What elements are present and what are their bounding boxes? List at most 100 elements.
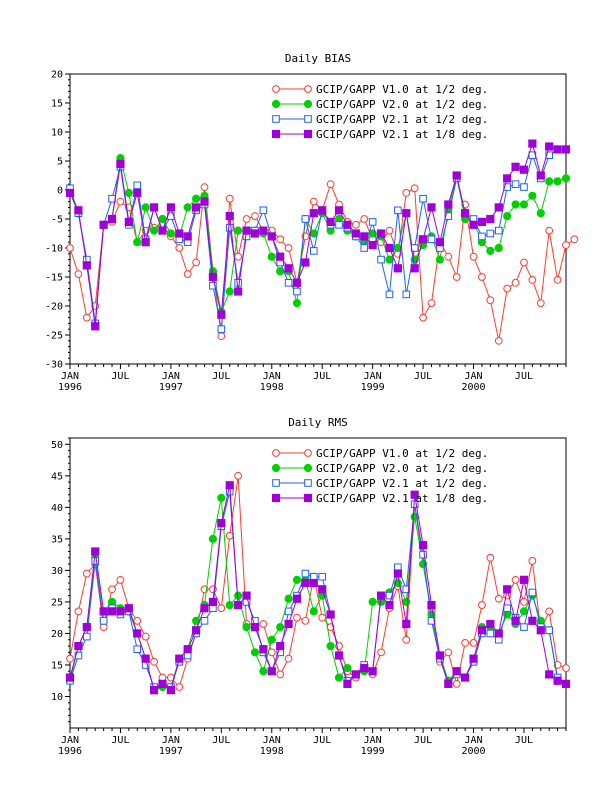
x-tick-label: JAN	[263, 371, 281, 382]
data-point	[301, 616, 310, 625]
data-point	[318, 572, 327, 581]
data-point	[192, 194, 201, 203]
data-point	[461, 638, 470, 647]
data-point	[217, 604, 226, 613]
data-point	[520, 623, 528, 631]
data-point	[536, 626, 545, 635]
data-point	[385, 290, 394, 299]
data-point	[141, 632, 150, 641]
data-point	[83, 632, 91, 641]
data-point	[66, 654, 74, 663]
data-point	[209, 281, 217, 290]
data-point	[259, 620, 268, 628]
legend-label: GCIP/GAPP V1.0 at 1/2 deg.	[316, 447, 488, 460]
data-point	[562, 664, 570, 673]
data-point	[150, 657, 158, 666]
data-point	[385, 255, 394, 264]
data-point	[225, 212, 234, 221]
data-point	[91, 322, 100, 331]
x-tick-label: JUL	[515, 371, 533, 382]
data-point	[486, 296, 495, 305]
data-point	[486, 246, 495, 255]
data-point	[234, 600, 243, 610]
data-point	[503, 183, 511, 191]
data-point	[74, 607, 83, 616]
data-point	[200, 617, 209, 625]
data-point	[158, 226, 167, 235]
data-point	[444, 648, 453, 657]
data-point	[469, 654, 478, 663]
data-point	[250, 623, 260, 632]
data-point	[91, 557, 100, 565]
data-point	[503, 174, 512, 183]
data-point	[351, 220, 360, 229]
legend-marker	[304, 449, 312, 457]
x-tick-label: JUL	[313, 371, 331, 382]
data-point	[259, 226, 268, 235]
x-tick-year-label: 1996	[58, 382, 82, 393]
x-tick-label: JUL	[414, 735, 432, 746]
x-tick-label: JUL	[212, 371, 230, 382]
data-point	[175, 229, 184, 238]
data-point	[402, 597, 411, 607]
data-point	[410, 490, 419, 499]
data-point	[166, 229, 175, 238]
data-point	[251, 212, 259, 221]
data-point	[360, 232, 369, 241]
data-point	[309, 578, 318, 588]
data-point	[99, 220, 108, 229]
data-point	[74, 641, 83, 651]
data-point	[183, 270, 192, 279]
data-point	[74, 270, 83, 279]
data-point	[545, 607, 554, 616]
data-point	[133, 629, 142, 638]
data-point	[133, 238, 142, 247]
legend-marker	[272, 479, 280, 487]
x-tick-year-label: 2000	[461, 746, 485, 757]
data-point	[385, 591, 394, 600]
data-point	[326, 217, 335, 227]
data-point	[351, 670, 360, 679]
data-point	[309, 247, 318, 255]
data-point	[301, 569, 310, 578]
data-point	[410, 184, 419, 193]
data-point	[511, 180, 520, 188]
data-point	[276, 235, 285, 244]
data-point	[561, 145, 571, 154]
data-point	[292, 575, 302, 584]
data-point	[108, 585, 116, 594]
data-point	[343, 664, 352, 673]
data-point	[393, 569, 402, 578]
data-point	[394, 206, 402, 215]
data-point	[427, 299, 436, 308]
data-point	[452, 679, 461, 688]
x-tick-label: JUL	[111, 735, 129, 746]
x-tick-label: JUL	[515, 735, 533, 746]
data-point	[368, 667, 377, 676]
y-tick-label: 25	[51, 597, 63, 608]
data-point	[292, 299, 302, 308]
data-point	[284, 594, 293, 603]
data-point	[225, 600, 234, 610]
data-point	[503, 284, 512, 293]
data-point	[208, 534, 218, 543]
data-point	[284, 607, 293, 616]
y-tick-label: -15	[45, 273, 63, 284]
data-point	[402, 635, 411, 644]
data-point	[511, 162, 520, 171]
data-point	[318, 206, 327, 215]
y-tick-label: 35	[51, 534, 63, 545]
data-point	[393, 264, 402, 273]
x-tick-label: JAN	[162, 371, 180, 382]
y-tick-label: 5	[57, 157, 63, 168]
data-point	[377, 648, 385, 657]
y-tick-label: -30	[45, 360, 63, 371]
data-point	[427, 203, 436, 212]
data-point	[494, 594, 503, 603]
data-point	[309, 197, 318, 206]
x-tick-label: JAN	[61, 735, 79, 746]
data-point	[469, 220, 478, 229]
data-point	[318, 613, 327, 622]
legend-marker	[272, 449, 280, 457]
